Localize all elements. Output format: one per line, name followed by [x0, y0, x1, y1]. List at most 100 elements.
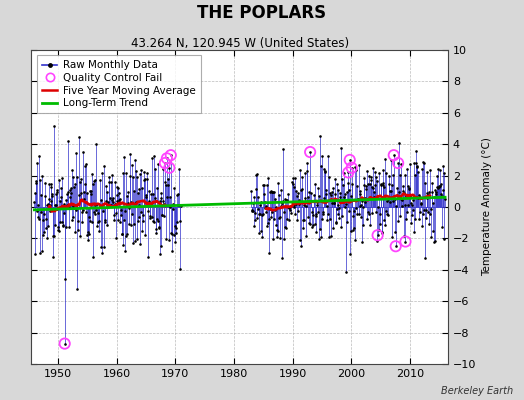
Point: [172, 192, 181, 199]
Point: [386, 199, 395, 206]
Point: [63, 138, 72, 144]
Point: [358, 198, 367, 204]
Point: [344, 169, 353, 176]
Point: [173, 191, 182, 198]
Point: [420, 159, 428, 166]
Point: [337, 145, 345, 151]
Point: [401, 238, 410, 245]
Point: [307, 190, 315, 196]
Point: [38, 216, 47, 223]
Point: [290, 204, 299, 210]
Point: [170, 232, 178, 239]
Point: [400, 172, 409, 178]
Point: [433, 173, 441, 179]
Point: [34, 202, 42, 208]
Point: [147, 190, 156, 197]
Point: [406, 193, 414, 200]
Point: [169, 206, 178, 212]
Point: [177, 203, 185, 209]
Point: [278, 254, 287, 261]
Point: [414, 195, 422, 202]
Point: [399, 183, 407, 189]
Point: [111, 179, 119, 186]
Point: [140, 176, 149, 182]
Point: [112, 192, 121, 198]
Text: THE POPLARS: THE POPLARS: [198, 4, 326, 22]
Point: [401, 202, 409, 208]
Point: [39, 232, 47, 238]
Point: [33, 208, 41, 214]
Point: [351, 164, 359, 170]
Point: [381, 155, 389, 162]
Point: [138, 185, 147, 191]
Point: [104, 179, 113, 186]
Point: [86, 188, 94, 194]
Point: [366, 180, 375, 187]
Point: [155, 224, 163, 231]
Point: [72, 150, 81, 156]
Point: [248, 206, 257, 213]
Point: [296, 166, 304, 173]
Point: [40, 229, 48, 235]
Point: [347, 164, 356, 171]
Point: [113, 184, 121, 190]
Point: [254, 205, 262, 212]
Point: [308, 224, 316, 230]
Point: [71, 181, 80, 187]
Point: [425, 188, 433, 195]
Point: [110, 217, 118, 224]
Point: [62, 191, 71, 198]
Point: [324, 234, 333, 241]
Point: [339, 182, 347, 188]
Point: [95, 218, 103, 224]
Point: [166, 194, 174, 201]
Point: [66, 194, 74, 201]
Point: [130, 187, 138, 194]
Point: [275, 215, 283, 221]
Point: [70, 184, 78, 190]
Point: [98, 250, 106, 256]
Point: [56, 198, 64, 205]
Point: [46, 197, 54, 204]
Point: [148, 191, 157, 197]
Point: [326, 192, 335, 199]
Point: [407, 220, 415, 226]
Point: [53, 187, 61, 194]
Point: [381, 170, 390, 177]
Point: [161, 160, 169, 166]
Point: [269, 189, 277, 196]
Point: [338, 176, 346, 182]
Point: [64, 189, 72, 195]
Point: [59, 222, 67, 228]
Point: [255, 211, 263, 217]
Point: [311, 210, 320, 217]
Point: [305, 220, 314, 227]
Point: [375, 227, 383, 234]
Point: [379, 182, 388, 188]
Point: [140, 177, 149, 184]
Point: [378, 230, 386, 236]
Point: [149, 217, 157, 224]
Point: [327, 232, 335, 239]
Point: [415, 216, 423, 222]
Point: [92, 207, 101, 213]
Point: [362, 186, 370, 192]
Point: [293, 216, 301, 223]
Point: [142, 194, 150, 200]
Point: [402, 215, 411, 222]
Point: [425, 210, 434, 217]
Point: [318, 153, 326, 160]
Point: [264, 175, 272, 181]
Point: [68, 174, 77, 181]
Point: [38, 173, 47, 180]
Point: [260, 191, 268, 198]
Point: [272, 222, 280, 228]
Point: [326, 190, 334, 196]
Point: [389, 152, 398, 158]
Point: [138, 228, 146, 234]
Point: [433, 184, 441, 190]
Point: [399, 232, 408, 239]
Point: [129, 240, 137, 246]
Point: [71, 229, 79, 235]
Point: [107, 197, 116, 203]
